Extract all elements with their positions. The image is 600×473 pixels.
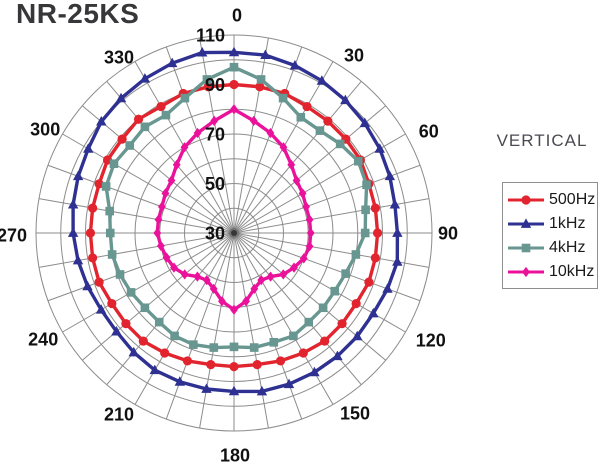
- grid-spoke: [62, 232, 235, 333]
- angle-label-210: 210: [104, 404, 134, 424]
- grid-spoke: [38, 232, 235, 268]
- grid-spoke: [47, 232, 235, 302]
- angle-label-180: 180: [220, 445, 250, 465]
- angle-label-300: 300: [30, 119, 60, 139]
- polar-grid: [35, 34, 433, 432]
- legend-item-1khz: 1kHz: [503, 212, 597, 236]
- grid-spoke: [134, 232, 235, 405]
- angle-labels: 0 30 60 90 120 150 180 210 240 270 300 330: [0, 5, 458, 465]
- ring-labels: 110 90 70 50 30: [196, 25, 225, 243]
- ring-label-90: 90: [205, 75, 225, 95]
- angle-label-0: 0: [232, 5, 242, 25]
- ring-label-30: 30: [205, 223, 225, 243]
- ring-label-50: 50: [205, 174, 225, 194]
- grid-spoke: [106, 232, 235, 385]
- legend-item-10khz: 10kHz: [503, 260, 597, 284]
- grid-spoke: [165, 232, 235, 420]
- angle-label-120: 120: [416, 330, 446, 350]
- legend-marker-diamond-icon: [508, 266, 544, 278]
- angle-label-90: 90: [438, 223, 458, 243]
- grid-spoke: [82, 232, 235, 361]
- legend-label: 4kHz: [549, 239, 586, 256]
- grid-spoke: [199, 37, 235, 234]
- series-4khz: [101, 62, 371, 352]
- angle-label-270: 270: [0, 225, 27, 245]
- series-10khz: [153, 104, 315, 315]
- grid-spoke: [165, 46, 235, 234]
- series-500hz: [85, 79, 383, 372]
- grid-spoke: [199, 232, 235, 429]
- legend-label: 10kHz: [549, 263, 595, 280]
- legend-label: 500Hz: [549, 191, 596, 208]
- legend-marker-circle-icon: [508, 195, 544, 205]
- page-title: NR-25KS: [16, 0, 140, 29]
- grid-spoke: [82, 105, 235, 234]
- center-dot: [231, 230, 237, 236]
- grid-spoke: [233, 81, 362, 234]
- legend-marker-square-icon: [508, 243, 544, 253]
- angle-label-150: 150: [340, 403, 370, 423]
- grid-spoke: [233, 232, 269, 429]
- orientation-label: VERTICAL: [496, 131, 588, 150]
- series-1khz: [67, 46, 403, 396]
- chart-legend: 500Hz 1kHz 4kHz 10kHz: [502, 182, 598, 289]
- legend-marker-triangle-icon: [508, 218, 544, 228]
- angle-label-30: 30: [344, 46, 364, 66]
- grid-spoke: [233, 37, 269, 234]
- legend-label: 1kHz: [549, 215, 586, 232]
- grid-spoke: [106, 81, 235, 234]
- ring-label-70: 70: [205, 124, 225, 144]
- ring-label-110: 110: [196, 25, 225, 45]
- legend-item-4khz: 4kHz: [503, 236, 597, 260]
- legend-item-500hz: 500Hz: [503, 188, 597, 212]
- angle-label-240: 240: [28, 329, 58, 349]
- angle-label-330: 330: [104, 48, 134, 68]
- grid-spoke: [233, 46, 303, 234]
- angle-label-60: 60: [419, 121, 439, 141]
